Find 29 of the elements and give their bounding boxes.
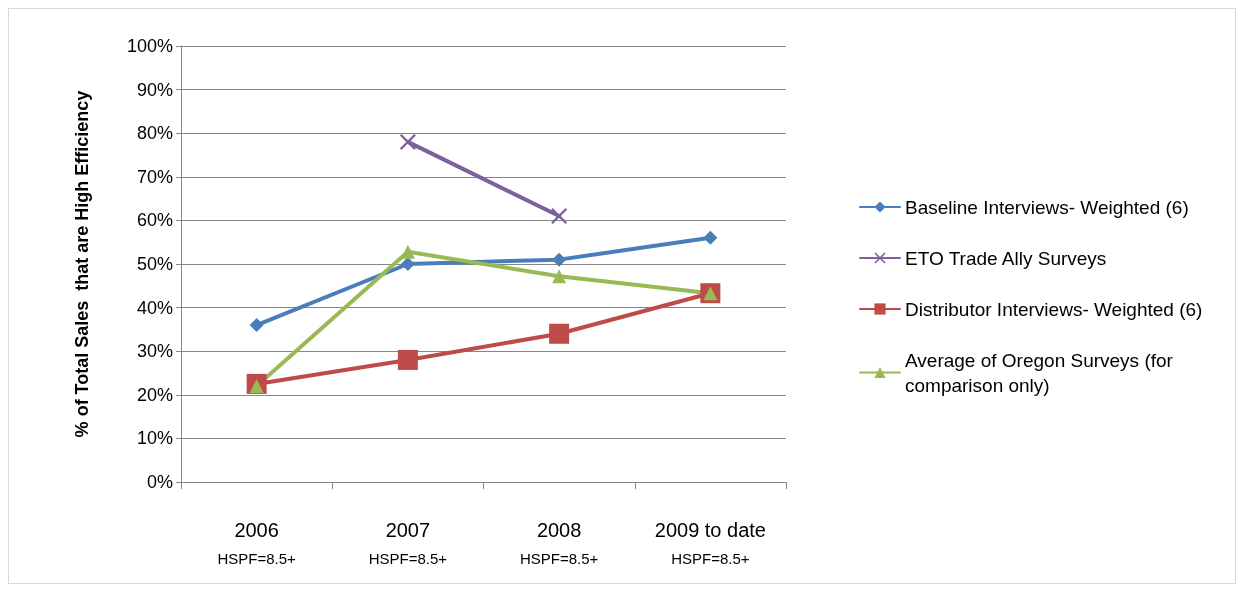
legend-label: Distributor Interviews- Weighted (6) (905, 298, 1203, 320)
y-tick-label: 30% (136, 341, 173, 362)
legend-label: ETO Trade Ally Surveys (905, 247, 1107, 269)
y-tick-label: 50% (136, 254, 173, 274)
y-axis-title: % of Total Sales that are High Efficiency (72, 90, 92, 438)
x-tick-label: 2007 HSPF=8.5+ (368, 519, 448, 567)
y-tick-label: 80% (136, 123, 173, 144)
y-tick-label: 60% (136, 210, 173, 231)
y-tick-label: 70% (136, 166, 173, 187)
x-tick-label: 2006 HSPF=8.5+ (217, 519, 297, 567)
point (400, 257, 415, 271)
point (703, 230, 718, 245)
legend-label: Baseline Interviews- Weighted (6) (905, 196, 1189, 218)
y-tick-label: 0% (146, 472, 173, 492)
point (551, 208, 568, 225)
legend-label: Average of Oregon Surveys (for comparison only) (905, 349, 1179, 396)
y-tick-label: 90% (136, 79, 173, 100)
point (552, 252, 567, 267)
point (552, 269, 567, 284)
point (399, 133, 416, 150)
y-tick-label: 40% (136, 297, 173, 318)
y-tick-label: 20% (136, 384, 173, 405)
point (397, 349, 418, 370)
x-tick-label: 2009 to date HSPF=8.5+ (654, 519, 766, 567)
y-tick-label: 10% (136, 428, 173, 449)
y-tick-label: 100% (126, 36, 173, 56)
point (549, 323, 570, 344)
point (249, 318, 264, 333)
x-tick-label: 2008 HSPF=8.5+ (519, 519, 599, 567)
